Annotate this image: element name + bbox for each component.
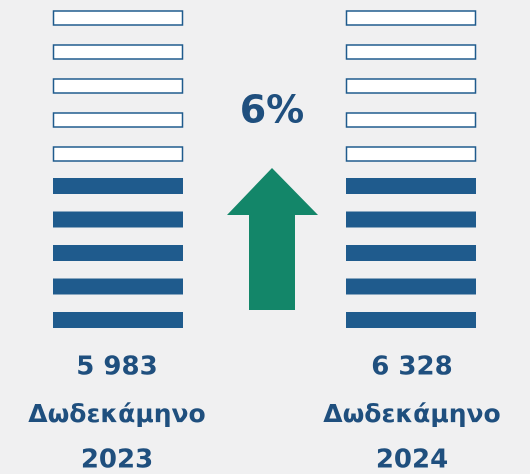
outlined-bar bbox=[52, 146, 184, 162]
year-2023: 2023 bbox=[81, 445, 153, 474]
change-percent: 6% bbox=[240, 88, 305, 132]
outlined-bar bbox=[345, 112, 477, 128]
outlined-bar bbox=[52, 78, 184, 94]
filled-bar bbox=[346, 312, 476, 328]
filled-bar bbox=[53, 312, 183, 328]
filled-bar bbox=[346, 211, 476, 228]
period-label-2023: Δωδεκάμηνο bbox=[28, 399, 206, 428]
filled-bar bbox=[53, 278, 183, 295]
outlined-bar bbox=[345, 146, 477, 162]
up-arrow bbox=[227, 168, 318, 310]
filled-bar bbox=[346, 245, 476, 261]
period-label-2024: Δωδεκάμηνο bbox=[323, 399, 501, 428]
outlined-bar bbox=[52, 44, 184, 60]
filled-bar bbox=[53, 245, 183, 261]
year-2024: 2024 bbox=[376, 445, 448, 474]
outlined-bar bbox=[345, 78, 477, 94]
value-2023: 5 983 bbox=[76, 352, 157, 382]
outlined-bar bbox=[345, 10, 477, 26]
filled-bar bbox=[346, 178, 476, 194]
value-2024: 6 328 bbox=[371, 352, 452, 382]
outlined-bar bbox=[52, 112, 184, 128]
bar-stacks bbox=[52, 10, 477, 328]
outlined-bar bbox=[52, 10, 184, 26]
filled-bar bbox=[346, 278, 476, 295]
filled-bar bbox=[53, 211, 183, 228]
filled-bar bbox=[53, 178, 183, 194]
outlined-bar bbox=[345, 44, 477, 60]
